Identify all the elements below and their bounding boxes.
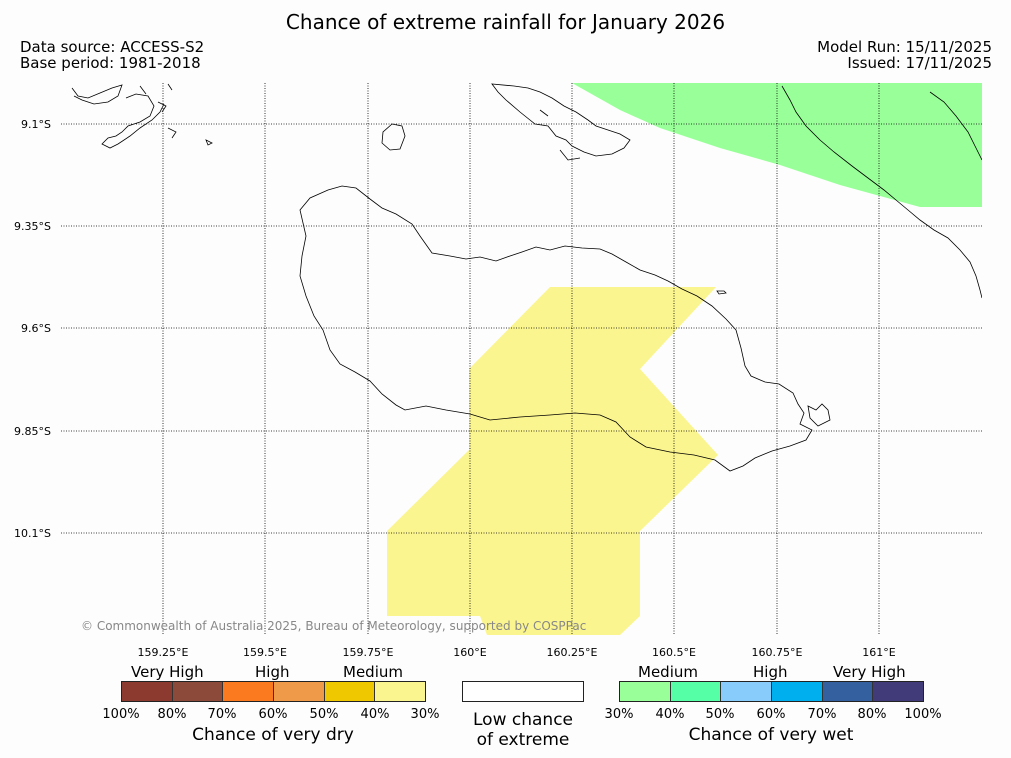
dry-pct: 100%	[102, 707, 140, 722]
wet-swatch	[721, 682, 773, 701]
lat-label: 9.35°S	[14, 220, 51, 233]
wet-pct: 100%	[904, 707, 942, 722]
northwest-islands-coast	[71, 83, 213, 149]
dry-swatch	[274, 682, 325, 701]
wet-swatch	[873, 682, 924, 701]
wet-swatch	[670, 682, 722, 701]
coastlines	[71, 83, 982, 472]
dry-swatch	[122, 682, 173, 701]
wet-caption-very-high: Very High	[833, 663, 906, 681]
wet-caption-medium: Medium	[638, 663, 698, 681]
dry-swatch	[172, 682, 224, 701]
base-period: Base period: 1981-2018	[20, 54, 201, 72]
very-dry-region	[387, 287, 718, 635]
lon-label: 159.5°E	[243, 646, 287, 659]
dry-colorbar	[121, 681, 426, 702]
map-title: Chance of extreme rainfall for January 2…	[285, 10, 726, 34]
wet-pct: 40%	[655, 707, 685, 722]
lon-label: 160°E	[453, 646, 486, 659]
run-info: Model Run: 15/11/2025 Issued: 17/11/2025	[817, 39, 992, 71]
lat-label: 9.85°S	[14, 425, 51, 438]
wet-colorbar	[619, 681, 924, 702]
russell-island-coast	[381, 123, 406, 151]
dry-pct: 80%	[157, 707, 187, 722]
lon-label: 160.75°E	[752, 646, 803, 659]
lon-labels: 159.25°E 159.5°E 159.75°E 160°E 160.25°E…	[138, 646, 896, 659]
lat-labels: 9.1°S 9.35°S 9.6°S 9.85°S 10.1°S	[14, 118, 51, 540]
low-chance-line1: Low chance	[473, 710, 573, 730]
very-wet-region	[572, 83, 982, 207]
wet-pct: 30%	[604, 707, 634, 722]
dry-pct: 40%	[360, 707, 390, 722]
lon-label: 160.25°E	[547, 646, 598, 659]
dry-swatch	[223, 682, 275, 701]
wet-pct: 50%	[705, 707, 735, 722]
lat-label: 9.6°S	[21, 322, 51, 335]
low-chance-swatch	[462, 681, 584, 702]
dry-pct: 70%	[207, 707, 237, 722]
lat-label: 10.1°S	[14, 527, 51, 540]
low-chance-label: Low chance of extreme	[473, 710, 573, 750]
east-islets-coast	[807, 403, 831, 427]
dry-pct: 60%	[258, 707, 288, 722]
wet-pct: 60%	[756, 707, 786, 722]
dry-caption-very-high: Very High	[131, 663, 204, 681]
issued-date: Issued: 17/11/2025	[847, 54, 992, 72]
dry-pct: 50%	[309, 707, 339, 722]
lon-label: 161°E	[862, 646, 895, 659]
model-run: Model Run: 15/11/2025	[817, 38, 992, 56]
wet-swatch	[772, 682, 823, 701]
malaita-coast	[781, 85, 982, 299]
dry-pct: 30%	[410, 707, 440, 722]
lon-label: 159.25°E	[138, 646, 189, 659]
wet-pct: 80%	[857, 707, 887, 722]
dry-swatch	[324, 682, 376, 701]
data-source: Data source: ACCESS-S2	[20, 38, 205, 56]
guadalcanal-coast	[299, 185, 813, 472]
lat-gridlines	[61, 123, 982, 534]
dry-legend-title: Chance of very dry	[192, 725, 354, 745]
wet-caption-high: High	[753, 663, 788, 681]
lon-label: 160.5°E	[652, 646, 696, 659]
wet-pct: 70%	[807, 707, 837, 722]
dry-caption-high: High	[255, 663, 290, 681]
lon-gridlines	[162, 83, 880, 635]
rainfall-map: © Commonwealth of Australia 2025, Bureau…	[14, 83, 982, 659]
lat-label: 9.1°S	[21, 118, 51, 131]
wet-swatch	[822, 682, 874, 701]
islet-coast	[716, 290, 727, 295]
low-chance-line2: of extreme	[476, 730, 570, 750]
wet-swatch	[620, 682, 671, 701]
data-info: Data source: ACCESS-S2 Base period: 1981…	[20, 39, 204, 71]
lon-label: 159.75°E	[343, 646, 394, 659]
copyright-note: © Commonwealth of Australia 2025, Bureau…	[81, 619, 586, 633]
wet-legend-title: Chance of very wet	[688, 725, 854, 745]
dry-caption-medium: Medium	[343, 663, 403, 681]
florida-islands-coast	[491, 83, 631, 161]
dry-swatch	[375, 682, 426, 701]
